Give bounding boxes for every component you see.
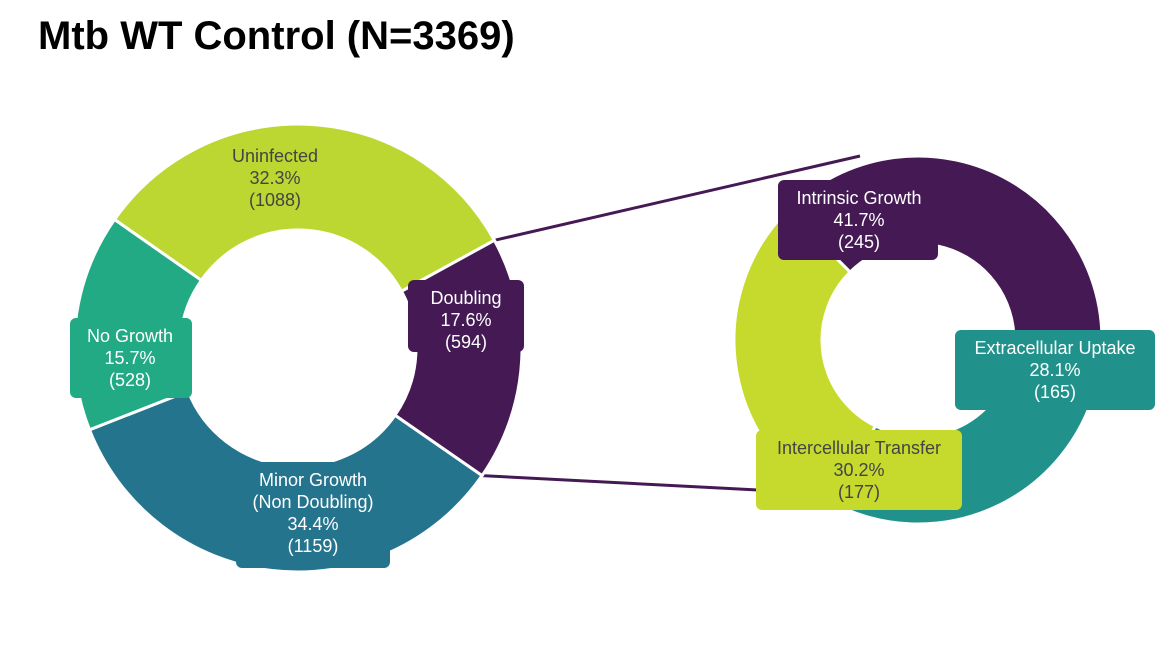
connector-lines <box>482 154 861 492</box>
doubling-label-extracellular-uptake: Extracellular Uptake 28.1% (165) <box>974 338 1135 402</box>
donut-overall: Uninfected 32.3% (1088) Doubling 17.6% (594) M… <box>70 122 524 574</box>
overall-label-minor-growth-non-doubling: Minor Growth (Non Doubling) 34.4% (1159) <box>252 470 373 556</box>
doubling-label-box-extracellular-uptake <box>955 330 1155 410</box>
overall-label-doubling: Doubling 17.6% (594) <box>430 288 501 352</box>
overall-label-no-growth: No Growth 15.7% (528) <box>87 326 173 390</box>
donut-doubling-breakdown: Intrinsic Growth 41.7% (245) Extracellular … <box>732 154 1155 526</box>
doubling-label-intrinsic-growth: Intrinsic Growth 41.7% (245) <box>796 188 921 252</box>
doubling-label-box-intercellular-transfer <box>756 430 962 510</box>
doubling-label-intercellular-transfer: Intercellular Transfer 30.2% (177) <box>777 438 941 502</box>
connector-line-top <box>494 154 861 242</box>
overall-label-box-doubling <box>408 280 524 352</box>
overall-label-box-no-growth <box>70 318 192 398</box>
connector-line-bottom <box>482 474 759 492</box>
overall-label-box-minor-growth-non-doubling <box>236 462 390 568</box>
overall-label-box-uninfected <box>225 144 325 212</box>
overall-label-uninfected: Uninfected 32.3% (1088) <box>232 146 318 210</box>
page-title: Mtb WT Control (N=3369) <box>38 14 515 58</box>
doubling-label-box-intrinsic-growth <box>778 180 938 260</box>
